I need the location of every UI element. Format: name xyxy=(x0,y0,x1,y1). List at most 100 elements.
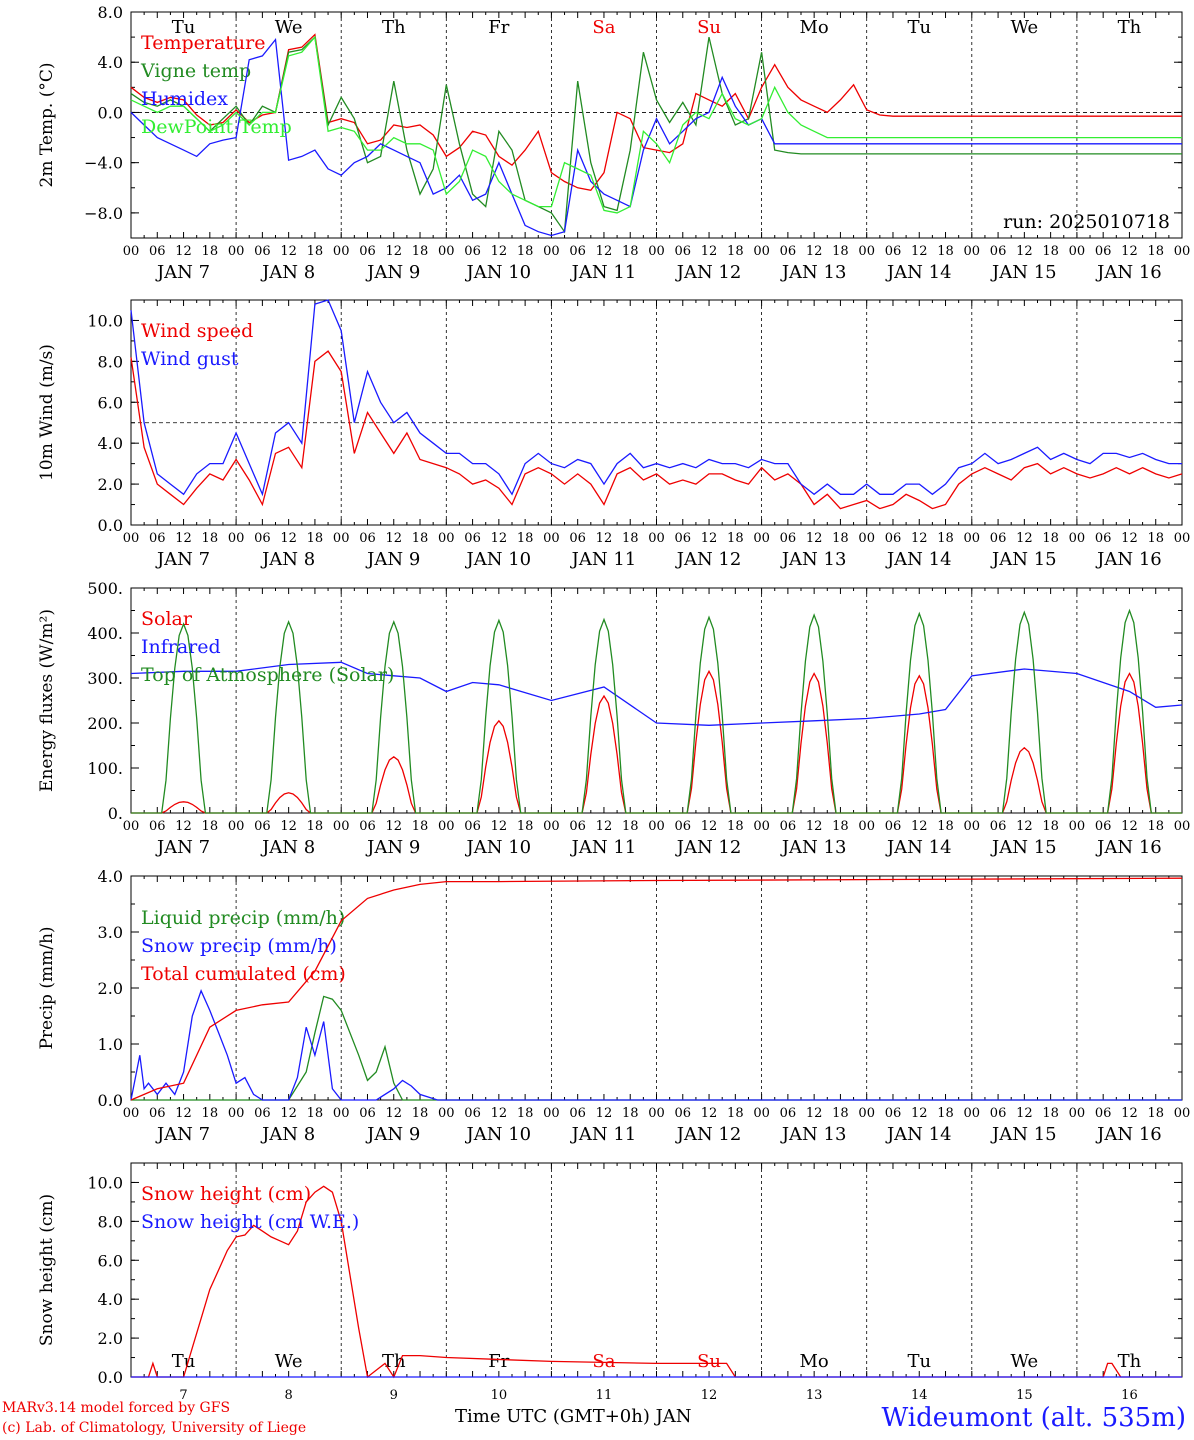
weekday-label: We xyxy=(275,17,303,38)
weekday-label: Tu xyxy=(172,1351,196,1372)
hour-label: 00 xyxy=(858,819,875,834)
hour-label: 18 xyxy=(1042,1106,1059,1121)
date-label: 12 xyxy=(701,1388,718,1403)
hour-label: 18 xyxy=(202,244,219,259)
hour-label: 00 xyxy=(1174,244,1191,259)
hour-label: 18 xyxy=(1147,244,1164,259)
hour-label: 18 xyxy=(1042,531,1059,546)
hour-label: 06 xyxy=(254,531,271,546)
y-tick-label: 500. xyxy=(87,579,123,598)
y-tick-label: 1.0 xyxy=(98,1035,123,1054)
hour-label: 18 xyxy=(517,819,534,834)
y-axis-label: Energy fluxes (W/m²) xyxy=(37,609,57,792)
hour-label: 00 xyxy=(123,1106,140,1121)
hour-label: 12 xyxy=(911,531,928,546)
y-tick-label: 8.0 xyxy=(98,1212,123,1231)
panel-2: 10.0 8.0 6.0 4.0 2.0 0.0 10m Wind (m/s) 00 06 12 1… xyxy=(37,299,1190,570)
legend-entry: Temperature xyxy=(141,32,265,54)
date-label: JAN 11 xyxy=(570,262,637,283)
hour-label: 12 xyxy=(911,819,928,834)
weekday-label: Tu xyxy=(907,17,931,38)
hour-label: 06 xyxy=(885,531,902,546)
hour-label: 00 xyxy=(753,244,770,259)
weekday-label: We xyxy=(1011,1351,1039,1372)
y-tick-label: 100. xyxy=(87,759,123,778)
y-tick-label: 4.0 xyxy=(98,867,123,886)
series-line xyxy=(130,299,1182,497)
hour-label: 06 xyxy=(254,819,271,834)
hour-label: 06 xyxy=(254,1106,271,1121)
hour-label: 00 xyxy=(228,1106,245,1121)
hour-label: 06 xyxy=(464,1106,481,1121)
hour-label: 06 xyxy=(885,244,902,259)
legend-entry: Snow height (cm) xyxy=(141,1183,311,1205)
y-tick-label: −4.0 xyxy=(84,154,123,173)
series-line xyxy=(130,877,1183,1101)
hour-label: 00 xyxy=(333,1106,350,1121)
weekday-label: Su xyxy=(697,1351,721,1372)
hour-label: 06 xyxy=(149,531,166,546)
hour-label: 00 xyxy=(648,1106,665,1121)
hour-label: 06 xyxy=(675,1106,692,1121)
legend-entry: Snow precip (mm/h) xyxy=(141,935,337,957)
panel-4: 4.0 3.0 2.0 1.0 0.0 Precip (mm/h) 00 06 12 18 00 06… xyxy=(37,867,1190,1145)
y-tick-label: 10.0 xyxy=(87,311,123,330)
y-tick-label: 0.0 xyxy=(98,103,123,122)
date-label: JAN 7 xyxy=(155,549,210,570)
hour-label: 18 xyxy=(412,819,429,834)
legend-entry: Snow height (cm W.E.) xyxy=(141,1211,359,1233)
hour-label: 18 xyxy=(832,531,849,546)
weekday-label: Th xyxy=(382,17,406,38)
hour-label: 06 xyxy=(569,819,586,834)
hour-label: 00 xyxy=(964,1106,981,1121)
hour-label: 18 xyxy=(937,819,954,834)
date-label: JAN 8 xyxy=(260,1124,315,1145)
legend-entry: Total cumulated (cm) xyxy=(141,963,346,985)
hour-label: 06 xyxy=(990,244,1007,259)
date-label: 13 xyxy=(806,1388,823,1403)
hour-label: 06 xyxy=(780,531,797,546)
hour-label: 12 xyxy=(806,1106,823,1121)
hour-label: 18 xyxy=(517,1106,534,1121)
date-label: JAN 7 xyxy=(155,837,210,858)
hour-label: 00 xyxy=(438,531,455,546)
hour-label: 00 xyxy=(438,1106,455,1121)
hour-label: 06 xyxy=(780,244,797,259)
model-credit: MARv3.14 model forced by GFS xyxy=(2,1400,231,1416)
hour-label: 12 xyxy=(1016,819,1033,834)
hour-label: 00 xyxy=(964,531,981,546)
legend-entry: Liquid precip (mm/h) xyxy=(141,907,345,929)
hour-label: 06 xyxy=(569,244,586,259)
hour-label: 18 xyxy=(727,819,744,834)
legend-entry: Solar xyxy=(141,608,193,630)
hour-label: 12 xyxy=(491,244,508,259)
hour-label: 12 xyxy=(175,1106,192,1121)
hour-label: 12 xyxy=(806,244,823,259)
legend-entry: Vigne temp xyxy=(140,60,251,82)
hour-label: 00 xyxy=(964,819,981,834)
weekday-label: Tu xyxy=(172,17,196,38)
hour-label: 00 xyxy=(543,819,560,834)
hour-label: 12 xyxy=(385,244,402,259)
weekday-label: Fr xyxy=(488,17,509,38)
series-line xyxy=(130,350,1183,510)
hour-label: 06 xyxy=(149,244,166,259)
y-tick-label: −8.0 xyxy=(84,204,123,223)
hour-label: 06 xyxy=(675,531,692,546)
weekday-label: Th xyxy=(1118,1351,1142,1372)
hour-label: 00 xyxy=(1069,531,1086,546)
series-line xyxy=(130,989,1182,1101)
hour-label: 06 xyxy=(675,244,692,259)
date-label: JAN 12 xyxy=(675,837,742,858)
legend-entry: Humidex xyxy=(141,88,228,110)
hour-label: 06 xyxy=(885,819,902,834)
series-line xyxy=(131,608,1182,814)
run-label: run: 2025010718 xyxy=(1003,211,1170,233)
hour-label: 00 xyxy=(333,531,350,546)
date-label: JAN 12 xyxy=(675,549,742,570)
hour-label: 00 xyxy=(438,819,455,834)
hour-label: 00 xyxy=(228,531,245,546)
hour-label: 12 xyxy=(701,244,718,259)
date-label: JAN 8 xyxy=(260,549,315,570)
